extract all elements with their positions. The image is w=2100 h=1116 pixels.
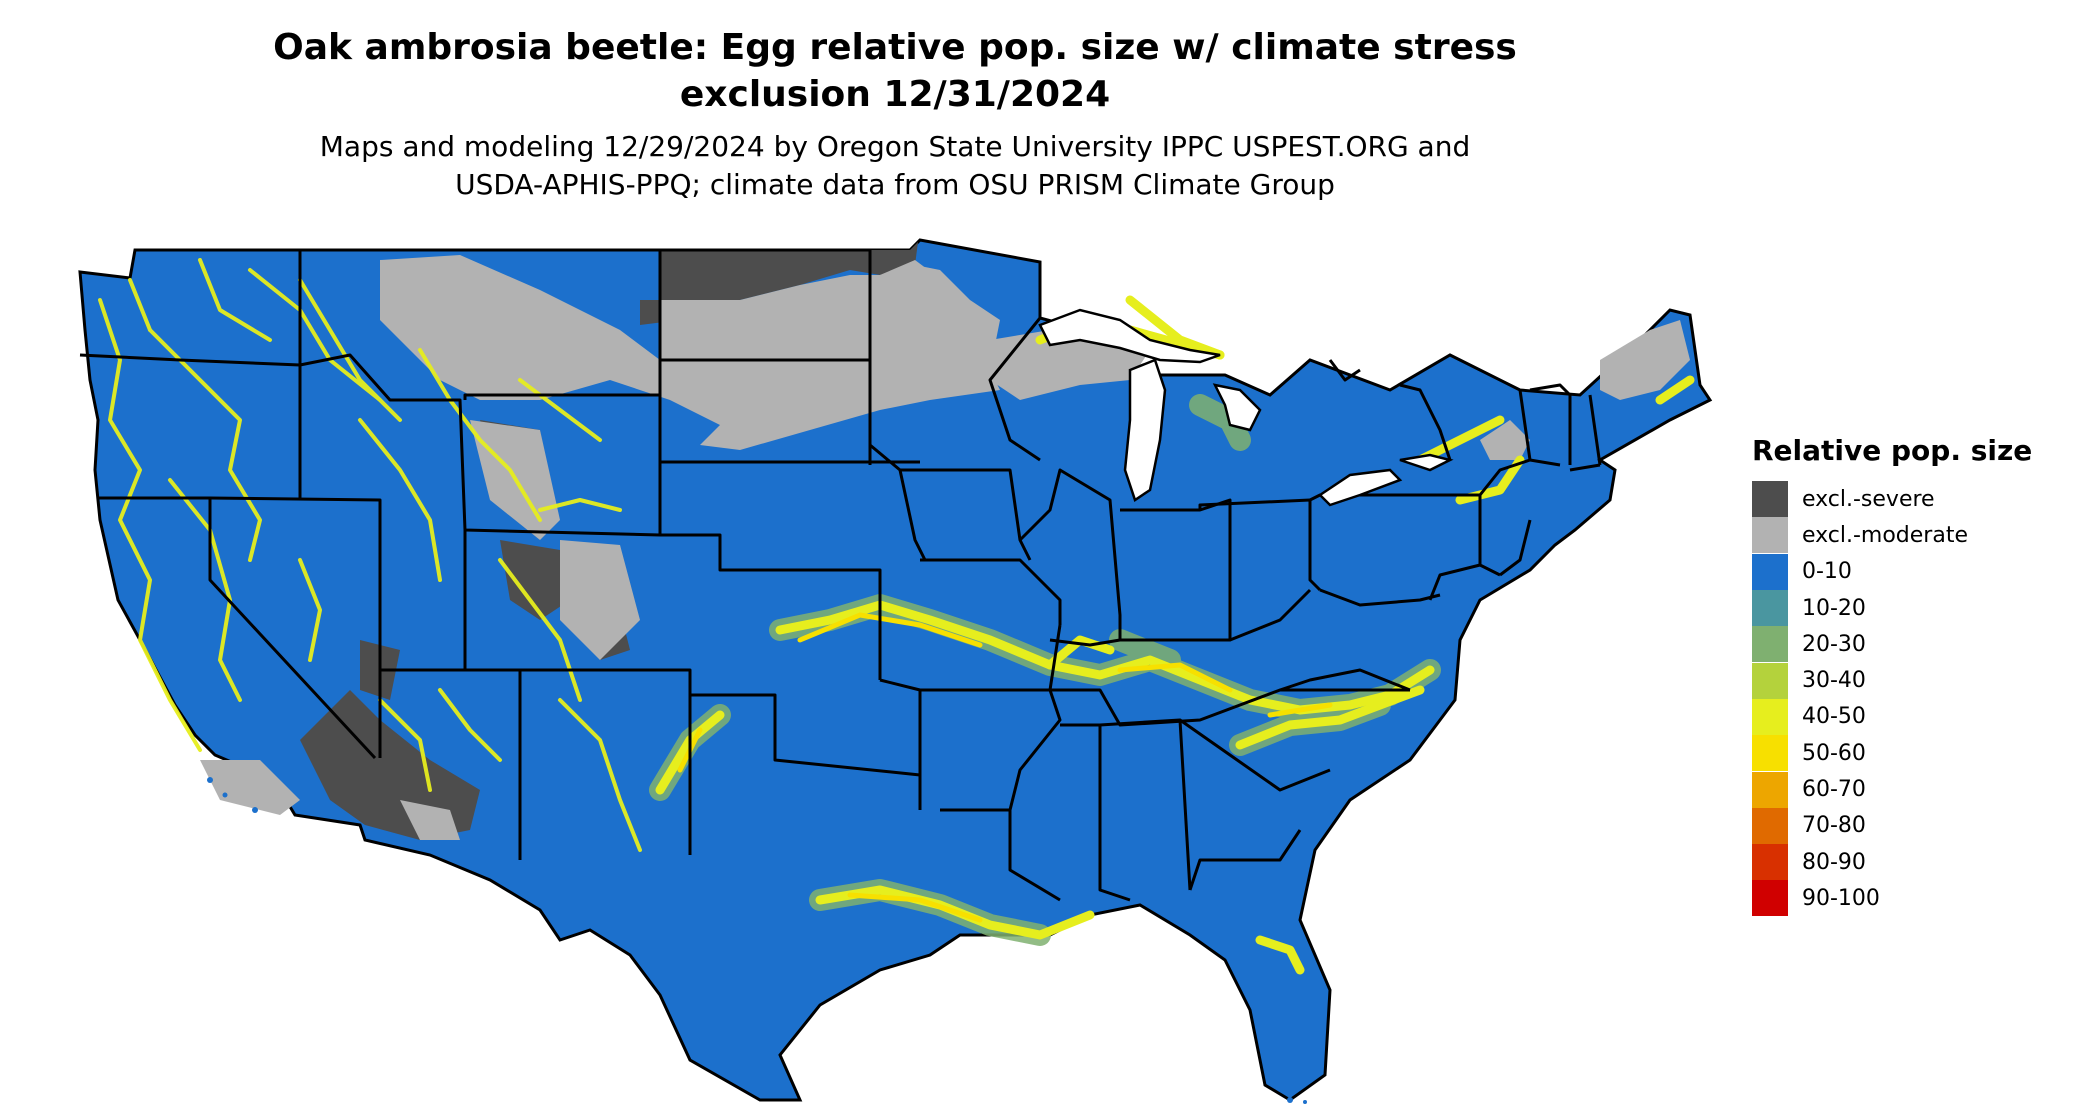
map-subtitle-line1: Maps and modeling 12/29/2024 by Oregon S… (319, 130, 1471, 163)
legend-label: 30-40 (1802, 668, 1866, 694)
map-title-line2: exclusion 12/31/2024 (679, 73, 1111, 115)
legend-label: 0-10 (1802, 559, 1852, 585)
legend-item: 20-30 (1752, 626, 2032, 663)
legend-item: excl.-severe (1752, 481, 2032, 518)
map-title: Oak ambrosia beetle: Egg relative pop. s… (0, 25, 1790, 119)
legend-label: 80-90 (1802, 849, 1866, 875)
legend-item: 50-60 (1752, 735, 2032, 772)
legend-swatch (1752, 807, 1788, 844)
legend-label: excl.-moderate (1802, 522, 1968, 548)
islands (207, 777, 1307, 1104)
us-map (78, 238, 1713, 1104)
legend-label: 90-100 (1802, 885, 1880, 911)
legend-items: excl.-severe excl.-moderate 0-10 10-20 20-30… (1752, 481, 2032, 917)
legend-swatch (1752, 626, 1788, 663)
legend-swatch (1752, 844, 1788, 881)
map-subtitle: Maps and modeling 12/29/2024 by Oregon S… (0, 128, 1790, 205)
legend-swatch (1752, 698, 1788, 735)
legend-label: 50-60 (1802, 740, 1866, 766)
legend-label: excl.-severe (1802, 486, 1935, 512)
legend-label: 70-80 (1802, 813, 1866, 839)
legend-item: 60-70 (1752, 771, 2032, 808)
legend-swatch (1752, 771, 1788, 808)
legend-item: 10-20 (1752, 590, 2032, 627)
legend-label: 60-70 (1802, 777, 1866, 803)
state-borders (79, 248, 1602, 902)
legend-swatch (1752, 481, 1788, 518)
legend-swatch (1752, 662, 1788, 699)
legend-swatch (1752, 590, 1788, 627)
legend-swatch (1752, 517, 1788, 554)
legend-label: 20-30 (1802, 631, 1866, 657)
legend-item: 30-40 (1752, 662, 2032, 699)
legend-item: 90-100 (1752, 880, 2032, 917)
map-subtitle-line2: USDA-APHIS-PPQ; climate data from OSU PR… (455, 168, 1335, 202)
great-lakes (1038, 308, 1454, 507)
legend-item: 80-90 (1752, 844, 2032, 881)
legend-item: 0-10 (1752, 553, 2032, 590)
legend: Relative pop. size excl.-severe excl.-mod… (1752, 434, 2032, 917)
legend-item: excl.-moderate (1752, 517, 2032, 554)
legend-item: 40-50 (1752, 698, 2032, 735)
legend-swatch (1752, 553, 1788, 590)
legend-label: 10-20 (1802, 595, 1866, 621)
legend-swatch (1752, 880, 1788, 917)
legend-title: Relative pop. size (1752, 434, 2033, 467)
legend-label: 40-50 (1802, 704, 1866, 730)
legend-item: 70-80 (1752, 807, 2032, 844)
legend-swatch (1752, 735, 1788, 772)
map-title-line1: Oak ambrosia beetle: Egg relative pop. s… (273, 27, 1517, 68)
